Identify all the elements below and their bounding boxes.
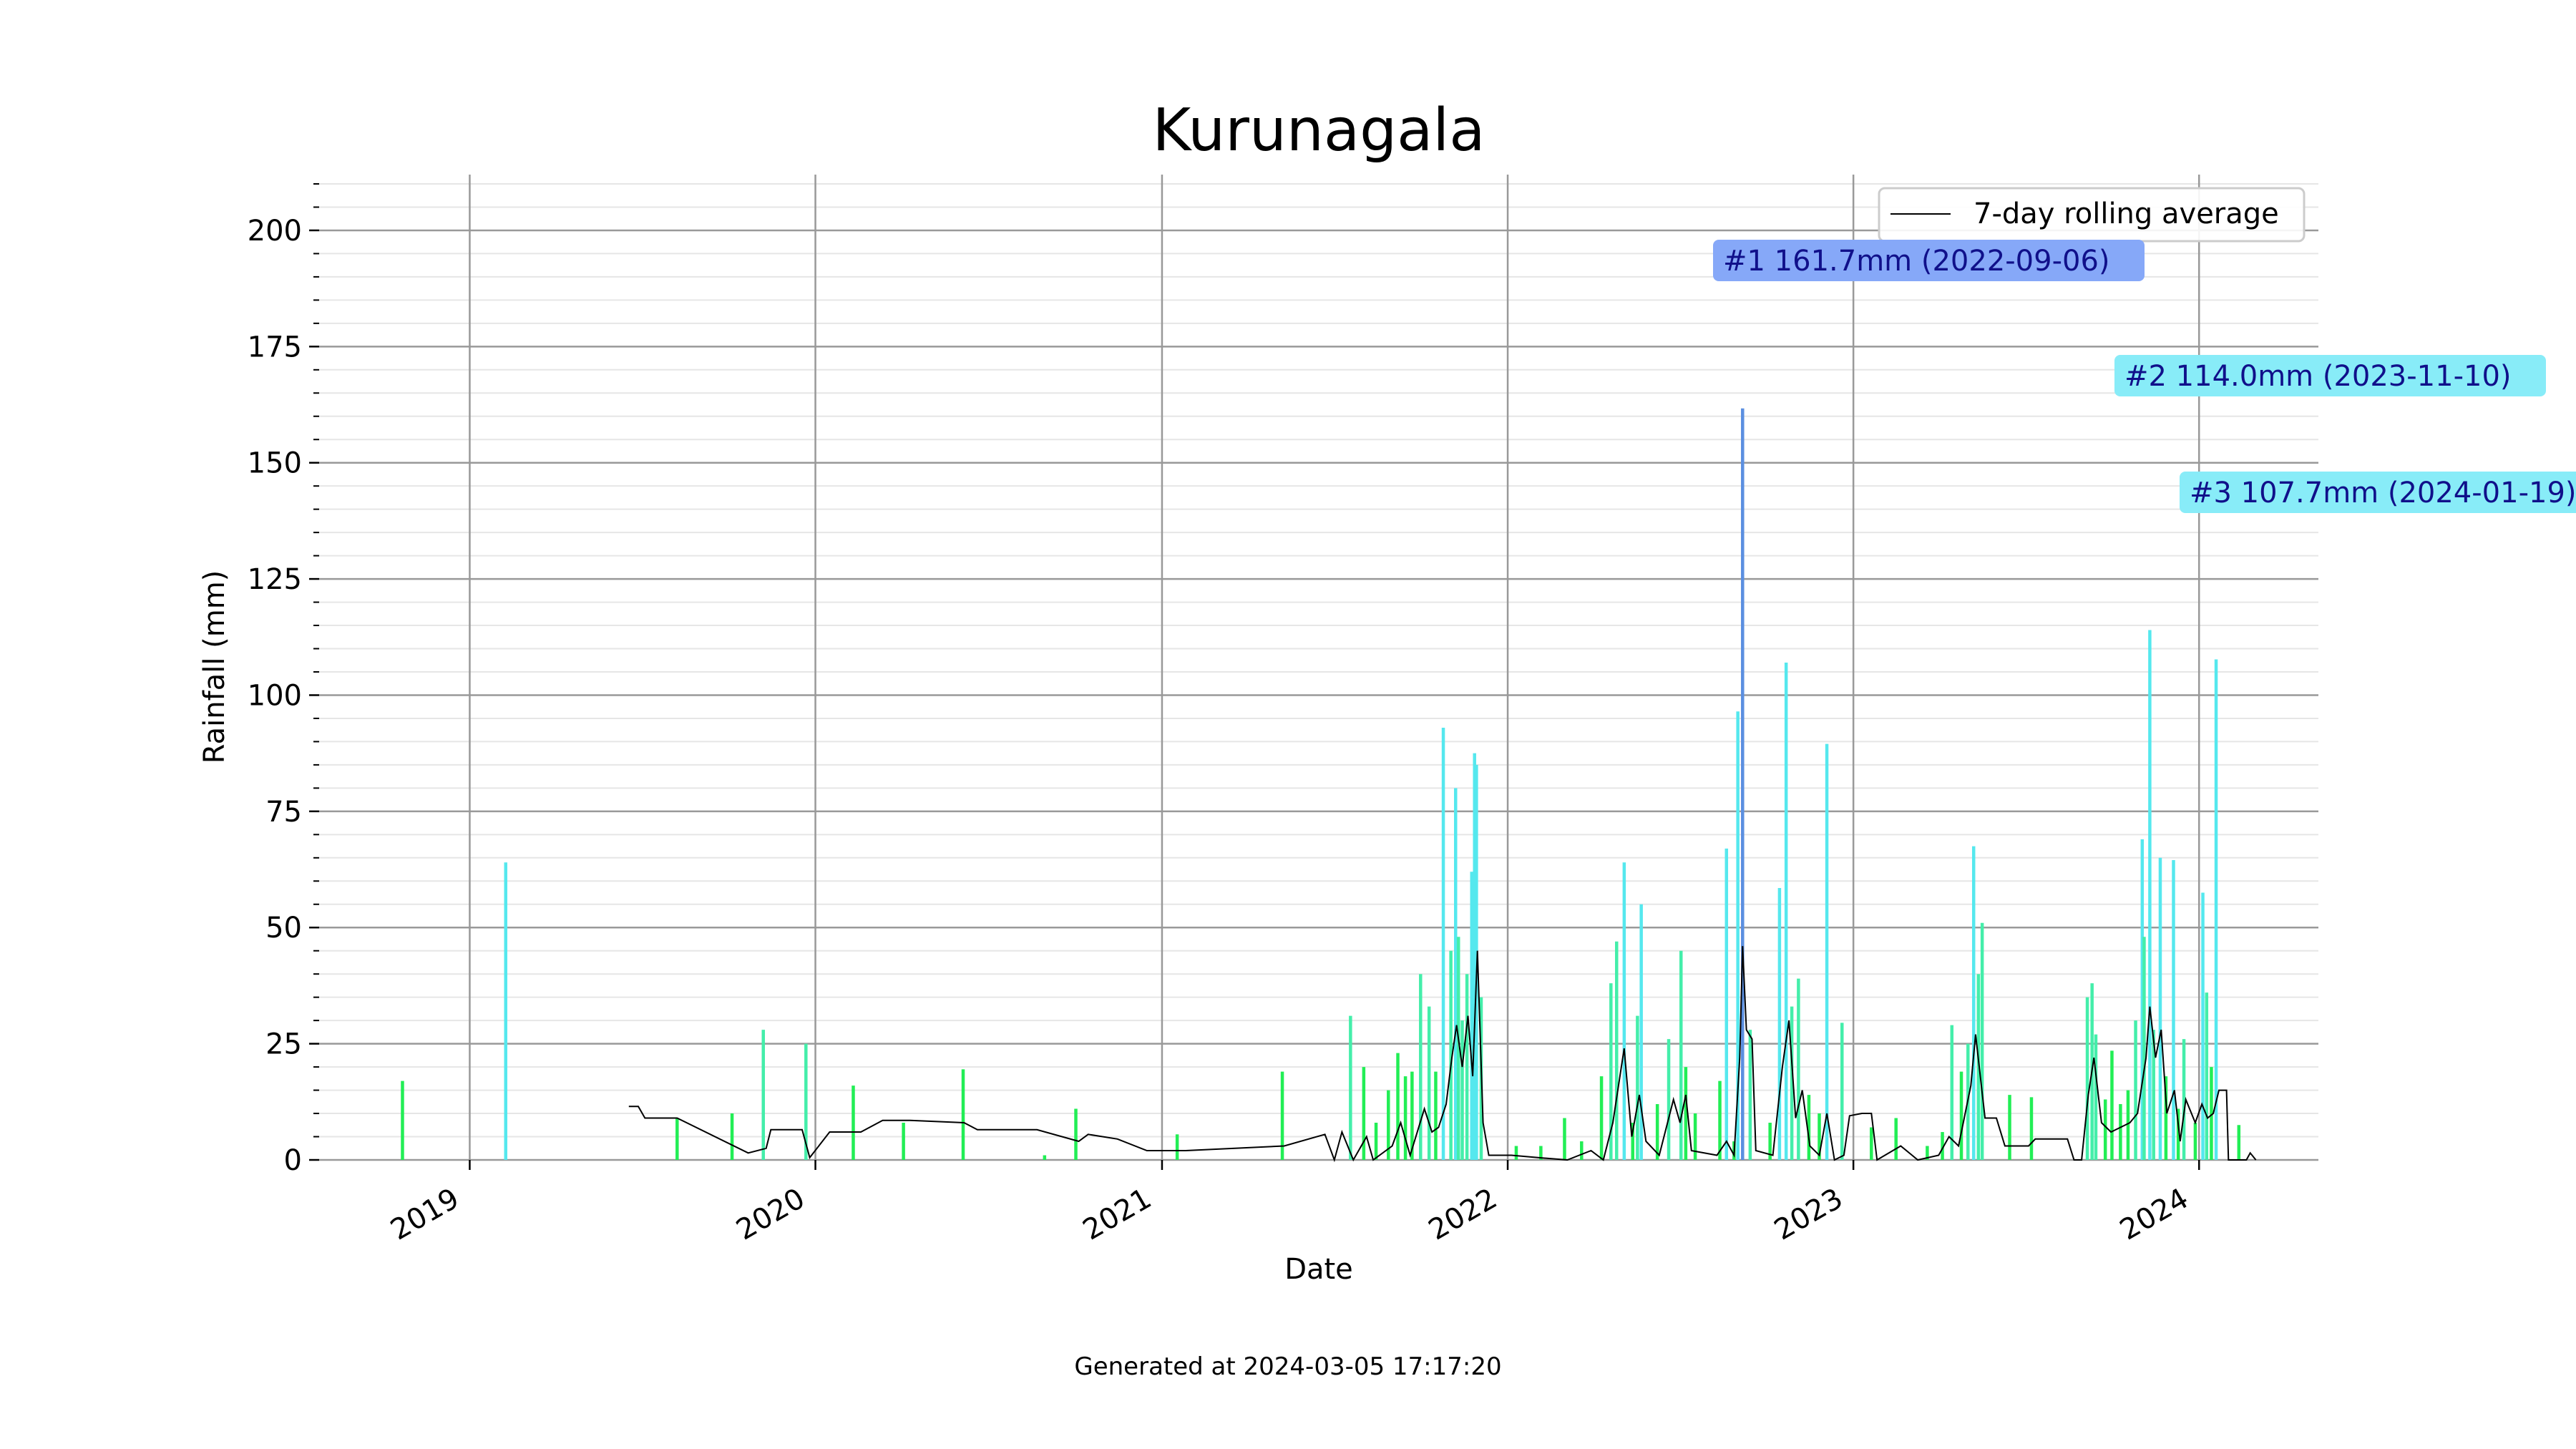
y-axis-label: Rainfall (mm) — [198, 570, 231, 764]
x-tick-label: 2020 — [731, 1182, 810, 1247]
axes: 0 25 50 75 100 125 150 175 200 2019 2020 2021 2022 20… — [248, 182, 2200, 1247]
chart-title: Kurunagala — [1153, 97, 1485, 165]
y-tick-label: 0 — [284, 1144, 302, 1177]
rolling-average-line — [628, 946, 2257, 1163]
annotation-box — [1713, 240, 2145, 281]
annotation-box — [2180, 472, 2576, 513]
legend-label: 7-day rolling average — [1974, 197, 2279, 230]
y-tick-label: 150 — [248, 447, 302, 480]
y-tick-label: 25 — [265, 1028, 302, 1061]
x-tick-label: 2023 — [1769, 1182, 1848, 1247]
generated-timestamp: Generated at 2024-03-05 17:17:20 — [1074, 1352, 1502, 1381]
x-tick-label: 2022 — [1423, 1182, 1503, 1247]
y-tick-label: 100 — [248, 679, 302, 712]
rolling-average-line-group — [628, 946, 2257, 1163]
y-tick-label: 175 — [248, 331, 302, 364]
annotation-box — [2114, 355, 2546, 396]
annotations: #1 161.7mm (2022-09-06) #2 114.0mm (2023-… — [1713, 240, 2576, 513]
annotation-label: #2 114.0mm (2023-11-10) — [2114, 355, 2546, 396]
y-tick-label: 200 — [248, 215, 302, 248]
y-tick-label: 75 — [265, 796, 302, 829]
annotation-text: #3 107.7mm (2024-01-19) — [2190, 477, 2576, 509]
annotation-text: #2 114.0mm (2023-11-10) — [2124, 360, 2512, 393]
x-tick-label: 2021 — [1078, 1182, 1157, 1247]
grid — [319, 175, 2318, 1161]
x-axis-label: Date — [1284, 1253, 1353, 1286]
rainfall-bars — [401, 408, 2241, 1160]
x-tick-label: 2019 — [385, 1182, 464, 1247]
y-tick-label: 125 — [248, 563, 302, 596]
y-tick-label: 50 — [265, 912, 302, 945]
x-tick-label: 2024 — [2114, 1182, 2194, 1247]
annotation-label: #1 161.7mm (2022-09-06) — [1713, 240, 2145, 281]
annotation-label: #3 107.7mm (2024-01-19) — [2180, 472, 2576, 513]
legend: 7-day rolling average — [1878, 187, 2306, 243]
annotation-text: #1 161.7mm (2022-09-06) — [1723, 245, 2110, 278]
